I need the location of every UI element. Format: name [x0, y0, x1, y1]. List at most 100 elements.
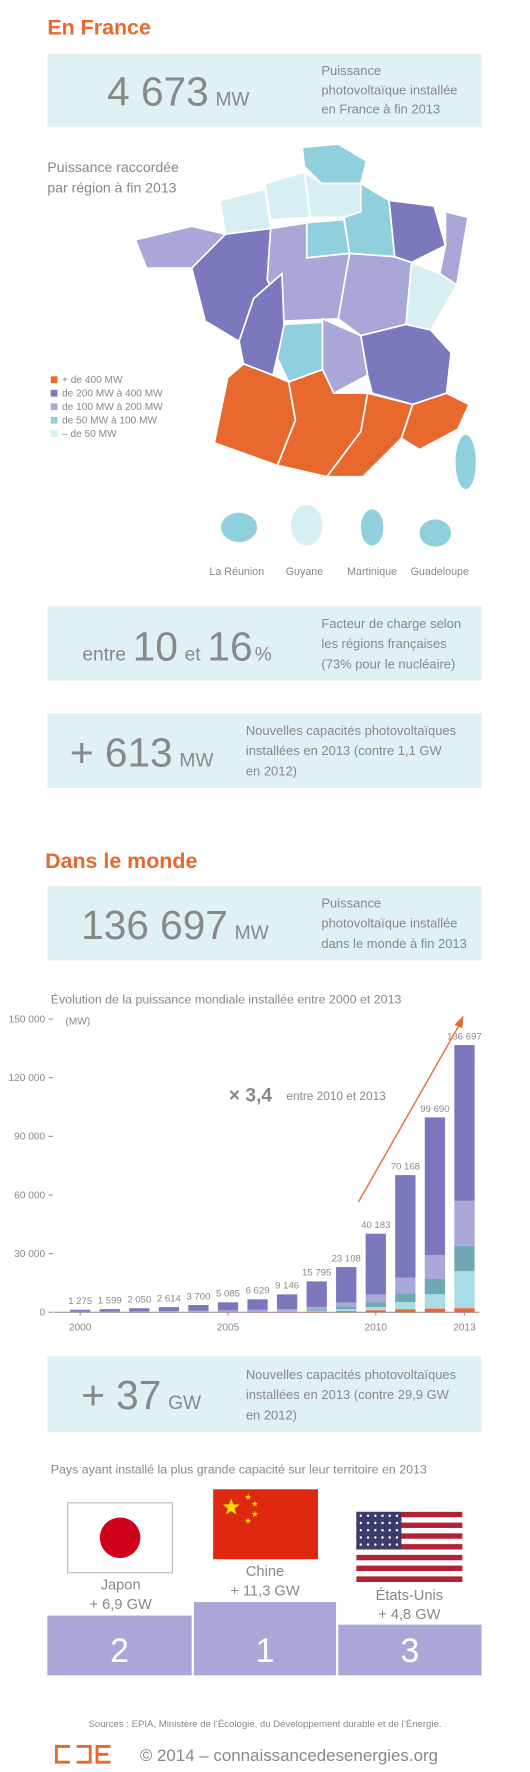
- flag-japan-sun: [99, 1517, 141, 1559]
- legend-swatch: [50, 430, 58, 438]
- bar-segment: [217, 1310, 239, 1312]
- bar-segment: [129, 1311, 150, 1312]
- section-title: En France: [47, 16, 151, 40]
- flag-china: [213, 1489, 318, 1560]
- overseas-label: Martinique: [347, 566, 397, 578]
- podium-rank: 2: [110, 1632, 129, 1670]
- stat-value: 136 697 MW: [81, 902, 269, 948]
- bar-segment: [424, 1117, 446, 1256]
- bar-total-label: 70 168: [391, 1161, 420, 1172]
- bar-segment: [247, 1299, 268, 1310]
- podium-step: [338, 1624, 482, 1676]
- bar-segment: [395, 1302, 416, 1309]
- country-name: États-Unis: [376, 1587, 444, 1604]
- logo-part: [76, 1744, 92, 1764]
- overseas-label: Guadeloupe: [411, 566, 469, 578]
- stat-text: Nouvelles capacités photovoltaïques: [246, 723, 457, 738]
- flag-usa-star: [381, 1514, 384, 1518]
- flag-usa-star: [395, 1521, 399, 1525]
- map-region: [400, 392, 471, 451]
- bar-segment: [99, 1309, 120, 1312]
- country-added: + 11,3 GW: [230, 1583, 299, 1599]
- legend-swatch: [50, 389, 58, 397]
- flag-usa-star: [388, 1528, 391, 1532]
- annotation-text: entre 2010 et 2013: [286, 1089, 386, 1103]
- bar-segment: [247, 1309, 268, 1312]
- stat-text: (73% pour le nucléaire): [321, 656, 455, 671]
- bar-segment: [336, 1267, 357, 1303]
- bar-segment: [158, 1307, 180, 1312]
- flag-usa-star: [395, 1543, 399, 1546]
- stat-number: + 37: [81, 1372, 161, 1418]
- stat-unit: %: [255, 644, 272, 665]
- map-region: [388, 199, 447, 264]
- flag-usa-star: [388, 1514, 391, 1518]
- section-title: Dans le monde: [45, 849, 197, 873]
- bar-segment: [336, 1302, 357, 1307]
- bar-segment: [276, 1310, 298, 1312]
- y-tick-label: 150 000: [8, 1014, 45, 1025]
- flag-usa-star: [359, 1543, 363, 1546]
- flag-usa-canton: [356, 1511, 402, 1550]
- map-region: [337, 252, 413, 337]
- legend-label: de 100 MW à 200 MW: [62, 402, 163, 413]
- y-tick-label: 0: [39, 1308, 45, 1319]
- stat-word: et: [185, 644, 202, 665]
- flag-usa-star: [381, 1528, 384, 1532]
- stat-box: [47, 53, 482, 128]
- flag-usa-stripe: [356, 1538, 463, 1545]
- map-region: [321, 317, 369, 395]
- stat-unit: MW: [179, 750, 214, 771]
- x-tick-label: 2010: [365, 1322, 388, 1333]
- annotation-factor: × 3,4: [229, 1085, 272, 1106]
- chart-title: Évolution de la puissance mondiale insta…: [51, 991, 402, 1006]
- stat-number: 10: [133, 623, 178, 669]
- bar-segment: [306, 1309, 327, 1311]
- stat-text: installées en 2013 (contre 29,9 GW: [246, 1387, 450, 1402]
- legend-label: – de 50 MW: [62, 429, 117, 440]
- overseas-shape: [221, 512, 258, 543]
- bar-total-label: 99 690: [420, 1104, 449, 1115]
- flag-usa-star: [388, 1536, 391, 1539]
- bar-segment: [424, 1294, 446, 1308]
- overseas-label: La Réunion: [209, 566, 264, 578]
- bar-total-label: 1 599: [98, 1295, 122, 1306]
- bar-segment: [306, 1311, 327, 1313]
- bar-total-label: 15 795: [302, 1268, 331, 1279]
- bar-segment: [454, 1308, 475, 1313]
- flag-usa-stripe: [356, 1533, 463, 1539]
- flag-usa-star: [388, 1543, 391, 1546]
- stat-text: Puissance: [321, 63, 381, 78]
- bar-segment: [395, 1308, 416, 1310]
- ranking-title: Pays ayant installé la plus grande capac…: [51, 1463, 427, 1477]
- bar-segment: [306, 1281, 327, 1307]
- flag-usa-stripe: [356, 1571, 463, 1577]
- bar-segment: [306, 1310, 327, 1312]
- flag-usa-star: [374, 1528, 377, 1532]
- stat-box: [47, 886, 482, 961]
- bar-segment: [365, 1233, 386, 1295]
- map-region: [438, 210, 469, 287]
- podium-rank: 1: [256, 1632, 275, 1670]
- overseas-shape: [360, 509, 384, 546]
- bar-total-label: 23 108: [332, 1253, 361, 1264]
- stat-unit: MW: [215, 90, 250, 111]
- bar-total-label: 2 050: [127, 1295, 151, 1306]
- flag-china-star: [251, 1500, 259, 1507]
- podium-step: [193, 1602, 337, 1676]
- overseas-label: Guyane: [286, 566, 324, 578]
- legend-label: + de 400 MW: [62, 375, 123, 386]
- flag-usa-star: [366, 1514, 370, 1518]
- bar-segment: [188, 1310, 209, 1312]
- flag-usa-star: [381, 1521, 384, 1525]
- flag-usa-stripe: [356, 1560, 463, 1566]
- country-name: Chine: [246, 1564, 284, 1580]
- stat-text: en 2012): [246, 1407, 297, 1422]
- bar-segment: [336, 1309, 357, 1311]
- bar-segment: [365, 1306, 386, 1310]
- stat-text: dans le monde à fin 2013: [321, 936, 466, 951]
- flag-usa-star: [366, 1543, 370, 1546]
- logo-part: [95, 1744, 111, 1764]
- stat-value: 4 673 MW: [107, 69, 250, 115]
- flag-usa-star: [359, 1521, 363, 1525]
